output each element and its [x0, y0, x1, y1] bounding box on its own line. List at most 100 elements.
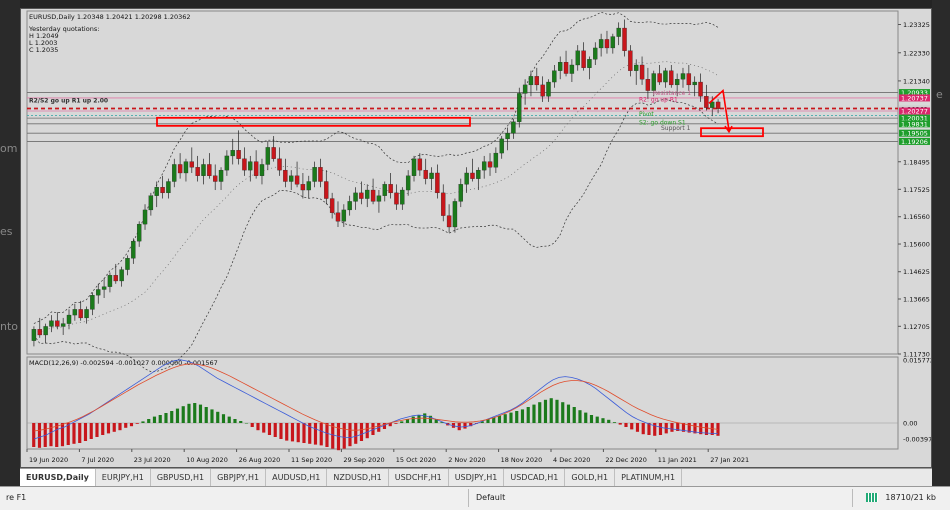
- macd-main-line: [33, 359, 718, 440]
- chart-tab[interactable]: GBPUSD,H1: [151, 469, 212, 486]
- macd-histogram-bar: [147, 419, 151, 423]
- chart-tab[interactable]: USDCHF,H1: [389, 469, 449, 486]
- candle: [382, 184, 387, 196]
- macd-axis-label: 0.015772: [903, 356, 931, 364]
- macd-histogram-bar: [267, 423, 272, 435]
- macd-histogram-bar: [635, 423, 640, 432]
- candle: [680, 73, 686, 80]
- chart-tab[interactable]: AUDUSD,H1: [266, 469, 328, 486]
- bollinger-upper: [33, 11, 719, 324]
- chart-tab[interactable]: GOLD,H1: [565, 469, 616, 486]
- candle: [651, 73, 656, 91]
- macd-histogram-bar: [210, 409, 214, 423]
- chart-tab[interactable]: USDCAD,H1: [504, 469, 566, 486]
- price-badge-label: 1.20737: [901, 94, 928, 102]
- candle: [125, 258, 130, 270]
- macd-histogram-bar: [313, 423, 318, 445]
- macd-histogram-bar: [532, 404, 536, 423]
- left-background: om es nto: [0, 0, 20, 486]
- macd-histogram-bar: [359, 423, 364, 441]
- chart-window[interactable]: Resistance 1 R2: go up R1 Pivot S2: go down…: [20, 8, 932, 468]
- candle: [365, 189, 370, 199]
- macd-histogram-bar: [543, 399, 548, 423]
- candle: [55, 320, 60, 327]
- chart-tab[interactable]: GBPJPY,H1: [211, 469, 267, 486]
- status-profile[interactable]: Default: [476, 493, 506, 502]
- price-axis-label: 1.13665: [903, 296, 930, 304]
- macd-histogram-bar: [405, 419, 410, 423]
- macd-histogram-bar: [411, 416, 415, 423]
- macd-histogram-bar: [170, 411, 174, 423]
- chart-tab[interactable]: PLATINUM,H1: [615, 469, 683, 486]
- price-axis-label: 1.21340: [903, 77, 930, 85]
- date-axis-label: 4 Dec 2020: [553, 456, 590, 464]
- candle: [376, 195, 382, 202]
- macd-histogram-bar: [704, 423, 709, 435]
- candle: [604, 39, 610, 49]
- candle: [663, 70, 668, 83]
- bollinger-lower: [33, 98, 719, 372]
- date-axis-label: 2 Nov 2020: [448, 456, 486, 464]
- price-badge: [899, 89, 930, 97]
- candle: [177, 164, 183, 174]
- candle: [230, 150, 235, 157]
- macd-histogram-bar: [118, 423, 122, 431]
- chart-tab[interactable]: EURUSD,Daily: [20, 469, 96, 486]
- macd-histogram-bar: [101, 423, 105, 435]
- macd-histogram-bar: [676, 423, 680, 431]
- chart-tab[interactable]: USDJPY,H1: [449, 469, 505, 486]
- macd-histogram-bar: [699, 423, 703, 435]
- macd-histogram-bar: [486, 419, 490, 423]
- chart-tab[interactable]: EURJPY,H1: [96, 469, 151, 486]
- macd-signal-line: [33, 363, 718, 432]
- macd-histogram-bar: [60, 423, 65, 447]
- macd-histogram-bar: [302, 423, 306, 443]
- macd-histogram-bar: [515, 411, 519, 423]
- candle: [312, 167, 317, 182]
- price-badge: [899, 94, 930, 102]
- candle: [78, 309, 83, 319]
- macd-histogram-bar: [434, 419, 438, 423]
- candle: [96, 289, 101, 296]
- macd-axis-label: 0.00: [903, 420, 917, 428]
- macd-histogram-bar: [279, 423, 283, 439]
- macd-histogram-bar: [32, 423, 36, 447]
- macd-histogram-bar: [417, 415, 421, 423]
- candle: [43, 326, 48, 336]
- macd-histogram-bar: [354, 423, 358, 444]
- macd-histogram-bar: [244, 423, 249, 424]
- macd-histogram-bar: [480, 421, 484, 423]
- price-badge: [899, 107, 930, 115]
- candle: [593, 47, 598, 60]
- candle: [154, 187, 159, 196]
- candle: [341, 209, 347, 222]
- candle: [294, 175, 300, 185]
- macd-histogram-bar: [308, 423, 312, 444]
- candle: [388, 184, 393, 194]
- candle: [481, 161, 487, 171]
- candle: [60, 323, 66, 327]
- candle: [522, 84, 528, 94]
- candle: [300, 184, 306, 191]
- candle: [370, 189, 376, 202]
- macd-histogram-bar: [193, 403, 197, 423]
- candle: [493, 152, 499, 168]
- candle: [224, 155, 230, 171]
- candle: [113, 275, 118, 282]
- macd-histogram-bar: [78, 423, 82, 443]
- price-badge-label: 1.19831: [901, 120, 928, 128]
- price-chart[interactable]: Resistance 1R2: go up R1 Pivot S2: go down…: [21, 9, 931, 467]
- chart-tabs: EURUSD,Daily EURJPY,H1 GBPUSD,H1 GBPJPY,H1 A…: [20, 468, 932, 486]
- candle: [704, 96, 709, 108]
- candle: [248, 161, 253, 171]
- macd-histogram-bar: [342, 423, 346, 449]
- bg-text-d: e: [936, 88, 943, 101]
- macd-histogram-bar: [526, 407, 530, 423]
- date-axis-label: 29 Sep 2020: [343, 456, 384, 464]
- macd-histogram-bar: [492, 417, 496, 423]
- candle: [610, 36, 616, 49]
- chart-tab[interactable]: NZDUSD,H1: [327, 469, 389, 486]
- date-axis-label: 18 Nov 2020: [501, 456, 543, 464]
- candle: [698, 81, 703, 97]
- macd-histogram-bar: [440, 422, 444, 423]
